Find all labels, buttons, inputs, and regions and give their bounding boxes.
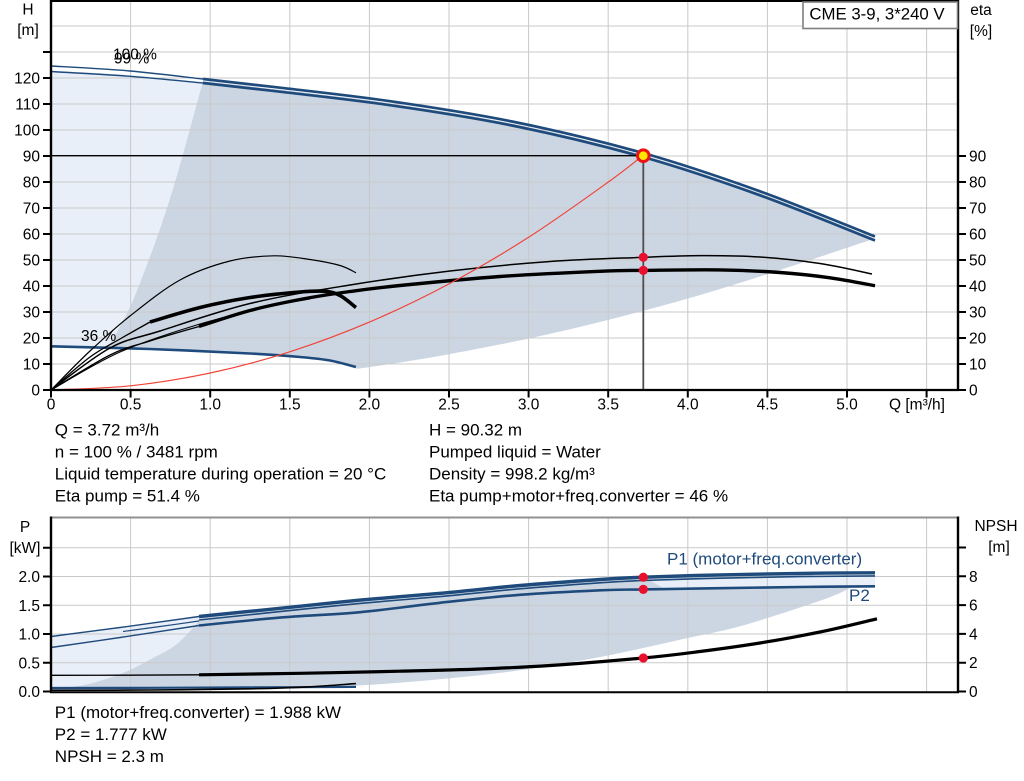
svg-text:eta: eta [970,2,992,19]
svg-text:2.0: 2.0 [359,397,381,414]
svg-text:60: 60 [969,227,987,244]
svg-text:120: 120 [14,71,40,88]
svg-text:80: 80 [23,175,41,192]
svg-text:0: 0 [47,397,56,414]
svg-text:CME 3-9, 3*240 V: CME 3-9, 3*240 V [809,5,945,24]
svg-text:2: 2 [969,655,978,672]
svg-text:90: 90 [969,149,987,166]
svg-text:20: 20 [969,331,987,348]
svg-text:50: 50 [969,253,987,270]
svg-text:110: 110 [15,97,40,114]
svg-text:0: 0 [969,684,978,701]
svg-text:0.5: 0.5 [18,655,40,672]
svg-text:100 %: 100 % [113,47,157,64]
svg-text:10: 10 [23,357,41,374]
svg-text:Q [m³/h]: Q [m³/h] [889,397,945,414]
svg-text:40: 40 [23,279,41,296]
svg-text:P: P [20,519,30,536]
svg-text:99 %: 99 % [114,51,150,68]
svg-text:4: 4 [969,626,978,643]
svg-text:30: 30 [969,305,987,322]
svg-text:40: 40 [969,279,987,296]
svg-text:n = 100 % / 3481 rpm: n = 100 % / 3481 rpm [55,443,218,462]
svg-text:H: H [22,2,33,19]
svg-text:8: 8 [969,569,978,586]
svg-text:Pumped liquid = Water: Pumped liquid = Water [429,443,601,462]
svg-text:6: 6 [969,598,978,615]
svg-text:1.5: 1.5 [279,397,301,414]
svg-text:4.5: 4.5 [757,397,779,414]
svg-text:P1 (motor+freq.converter): P1 (motor+freq.converter) [667,550,862,569]
svg-text:20: 20 [23,331,41,348]
svg-text:70: 70 [23,201,41,218]
svg-text:0.0: 0.0 [18,684,40,701]
svg-text:Density = 998.2 kg/m³: Density = 998.2 kg/m³ [429,465,595,484]
svg-text:[kW]: [kW] [10,540,41,557]
svg-text:3.0: 3.0 [518,397,540,414]
svg-text:0.5: 0.5 [120,397,142,414]
svg-text:36 %: 36 % [81,328,117,345]
svg-text:3.5: 3.5 [597,397,619,414]
svg-text:1.0: 1.0 [199,397,221,414]
svg-text:[m]: [m] [988,539,1010,556]
svg-text:H = 90.32 m: H = 90.32 m [429,421,522,440]
svg-text:P1 (motor+freq.converter) = 1.: P1 (motor+freq.converter) = 1.988 kW [55,703,341,722]
svg-text:50: 50 [23,253,41,270]
svg-text:Eta pump+motor+freq.converter: Eta pump+motor+freq.converter = 46 % [429,487,728,506]
svg-text:NPSH: NPSH [974,518,1017,535]
svg-text:70: 70 [969,201,987,218]
svg-text:10: 10 [969,357,987,374]
svg-text:2.5: 2.5 [438,397,460,414]
svg-text:P2 = 1.777 kW: P2 = 1.777 kW [55,725,167,744]
svg-text:0: 0 [31,383,40,400]
svg-text:[%]: [%] [970,23,992,40]
svg-text:5.0: 5.0 [836,397,858,414]
svg-text:80: 80 [969,175,987,192]
svg-text:4.0: 4.0 [677,397,699,414]
svg-text:Q = 3.72 m³/h: Q = 3.72 m³/h [55,421,159,440]
svg-text:2.0: 2.0 [18,569,40,586]
svg-text:60: 60 [23,227,41,244]
svg-text:100: 100 [14,123,40,140]
svg-text:90: 90 [23,149,41,166]
svg-text:[m]: [m] [17,22,39,39]
svg-text:Liquid temperature during oper: Liquid temperature during operation = 20… [55,465,386,484]
svg-text:1.5: 1.5 [18,598,40,615]
svg-text:0: 0 [969,383,978,400]
svg-text:1.0: 1.0 [18,627,40,644]
svg-text:30: 30 [23,305,41,322]
svg-text:Eta pump = 51.4 %: Eta pump = 51.4 % [55,487,200,506]
svg-text:P2: P2 [849,586,870,605]
svg-text:NPSH = 2.3 m: NPSH = 2.3 m [55,747,164,766]
